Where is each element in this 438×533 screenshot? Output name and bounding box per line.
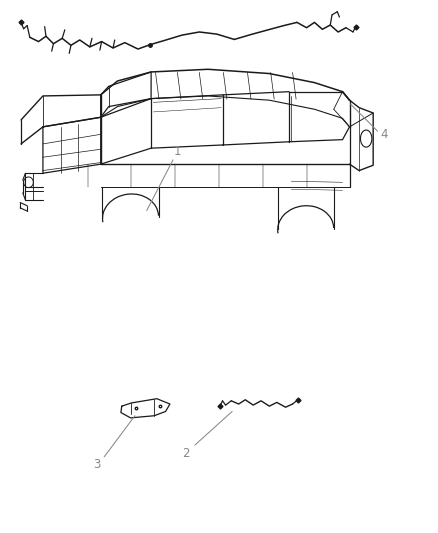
- Text: 1: 1: [173, 146, 181, 158]
- Text: 2: 2: [182, 447, 190, 459]
- Text: 4: 4: [381, 128, 389, 141]
- Text: 3: 3: [93, 458, 100, 471]
